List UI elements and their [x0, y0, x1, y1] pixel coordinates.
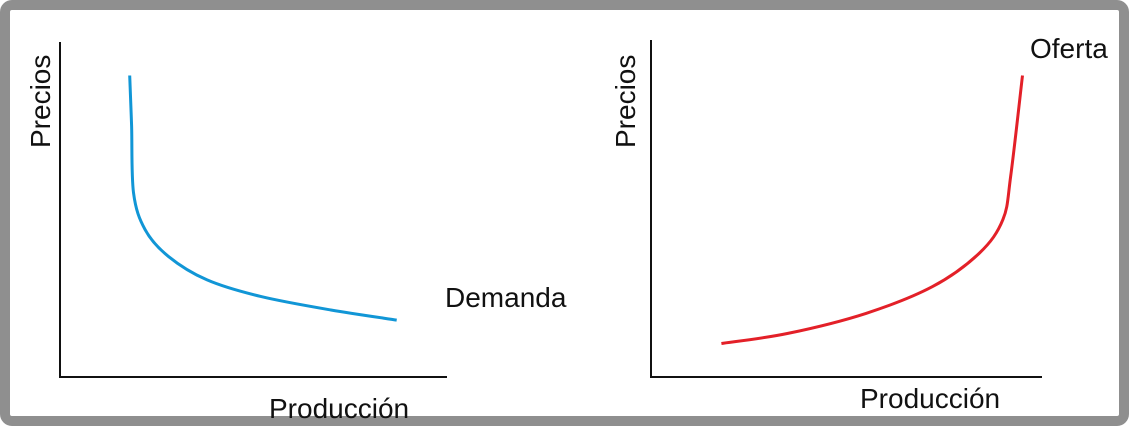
x-axis-label-left: Producción — [269, 393, 409, 424]
demand-curve — [128, 75, 397, 322]
supply-curve — [721, 75, 1024, 345]
y-axis-label-left: Precios — [25, 55, 56, 148]
supply-curve-label: Oferta — [1030, 33, 1108, 64]
demand-curve-label: Demanda — [445, 282, 567, 313]
demand-chart: Precios Producción Demanda — [25, 42, 567, 424]
x-axis-label-right: Producción — [860, 383, 1000, 414]
y-axis-label-right: Precios — [610, 55, 641, 148]
supply-chart: Precios Producción Oferta — [610, 33, 1108, 414]
